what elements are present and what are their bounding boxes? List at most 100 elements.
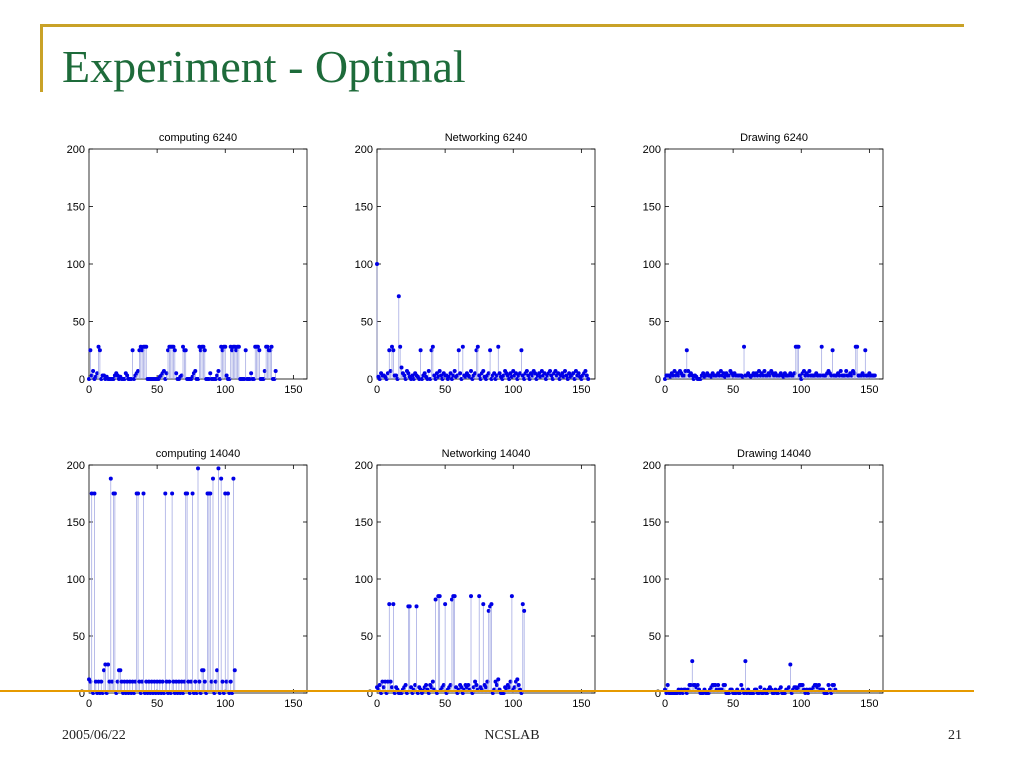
data-point (508, 371, 513, 376)
data-point (727, 691, 732, 695)
data-point (788, 662, 793, 667)
data-point (131, 377, 136, 381)
data-point (579, 377, 584, 381)
chart-1: Networking 6240 0 50 100 150 200 0 50 100 150 (355, 132, 596, 396)
data-point (272, 377, 277, 381)
data-point (398, 344, 403, 349)
x-tick-label: 100 (504, 698, 522, 710)
data-point (698, 377, 703, 381)
data-point (418, 348, 423, 353)
data-point (268, 348, 273, 353)
y-tick-label: 100 (67, 259, 85, 271)
data-point (91, 691, 96, 695)
data-point (118, 668, 123, 673)
data-point (518, 371, 523, 376)
data-point (95, 371, 100, 376)
data-point (220, 348, 225, 353)
data-point (440, 377, 445, 381)
data-point (789, 691, 794, 695)
data-point (682, 373, 687, 378)
x-tick-label: 50 (727, 698, 739, 710)
data-point (114, 691, 119, 695)
plot-frame (664, 464, 884, 694)
data-point (410, 691, 415, 695)
slide-frame-left (40, 24, 43, 92)
data-point (485, 679, 490, 684)
data-point (193, 368, 198, 373)
data-point (201, 344, 206, 349)
slide-divider (0, 690, 974, 692)
data-point (716, 683, 721, 688)
data-point (452, 594, 457, 599)
x-tick-label: 100 (504, 384, 522, 396)
data-point (455, 373, 460, 378)
data-point (513, 371, 518, 376)
x-tick-label: 0 (662, 698, 668, 710)
data-point (758, 685, 763, 690)
data-point (550, 377, 555, 381)
data-point (460, 691, 465, 695)
data-point (215, 373, 220, 378)
data-point (204, 691, 209, 695)
data-point (429, 685, 434, 690)
x-tick-label: 150 (860, 698, 878, 710)
data-point (227, 377, 232, 381)
data-point (872, 373, 877, 378)
data-point (522, 608, 527, 613)
chart-5: Drawing 14040 0 50 100 150 200 0 50 100 150 (643, 448, 884, 710)
data-point (140, 348, 145, 353)
data-point (739, 683, 744, 688)
data-point (524, 368, 529, 373)
data-point (399, 365, 404, 370)
data-point (844, 368, 849, 373)
data-point (572, 377, 577, 381)
data-point (473, 371, 478, 376)
data-point (486, 371, 491, 376)
data-point (96, 344, 101, 349)
data-point (170, 491, 175, 496)
data-point (388, 679, 393, 684)
x-tick-label: 0 (662, 384, 668, 396)
data-point (391, 348, 396, 353)
data-point (706, 691, 711, 695)
data-point (454, 685, 459, 690)
data-point (776, 691, 781, 695)
data-point (737, 691, 742, 695)
data-point (379, 691, 384, 695)
data-point (542, 371, 547, 376)
x-tick-label: 100 (216, 384, 234, 396)
data-point (481, 602, 486, 607)
data-point (224, 373, 229, 378)
data-point (213, 377, 218, 381)
data-point (684, 348, 689, 353)
data-point (505, 373, 510, 378)
data-point (261, 377, 266, 381)
x-tick-label: 50 (727, 384, 739, 396)
data-point (251, 377, 256, 381)
x-tick-label: 150 (572, 698, 590, 710)
data-point (831, 683, 836, 688)
data-point (526, 373, 531, 378)
data-point (262, 368, 267, 373)
data-point (826, 683, 831, 688)
data-point (560, 371, 565, 376)
data-point (89, 373, 94, 378)
data-point (852, 371, 857, 376)
data-point (586, 377, 591, 381)
chart-title: Networking 6240 (445, 132, 528, 144)
data-point (140, 679, 145, 684)
data-point (782, 691, 787, 695)
data-point (387, 602, 392, 607)
data-point (816, 683, 821, 688)
data-point (414, 604, 419, 609)
data-point (93, 374, 98, 379)
data-point (403, 377, 408, 381)
data-point (381, 685, 386, 690)
data-point (430, 344, 435, 349)
data-point (182, 679, 187, 684)
data-point (838, 368, 843, 373)
data-point (230, 348, 235, 353)
y-tick-label: 50 (649, 631, 661, 643)
data-point (231, 476, 236, 481)
